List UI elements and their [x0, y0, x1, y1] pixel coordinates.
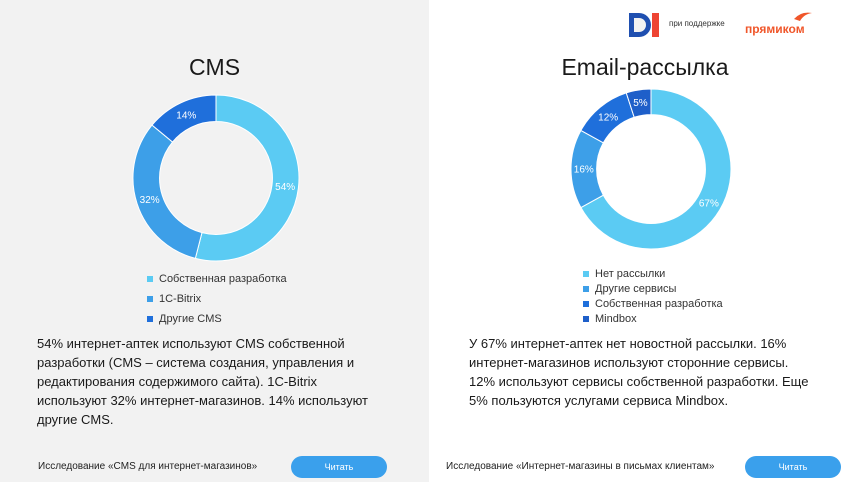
email-read-button[interactable]: Читать: [745, 456, 841, 478]
legend-label: Нет рассылки: [595, 267, 666, 280]
legend-item: Mindbox: [583, 311, 723, 326]
slice-value-label: 5%: [633, 98, 648, 109]
cms-study-link-text: Исследование «CMS для интернет-магазинов…: [38, 461, 258, 472]
slice-value-label: 32%: [140, 195, 160, 206]
legend-item: Другие CMS: [147, 309, 287, 329]
donut-slice: [194, 94, 300, 262]
donut-slice: [580, 88, 732, 250]
legend-label: Собственная разработка: [159, 273, 287, 285]
cms-description: 54% интернет-аптек используют CMS собств…: [37, 336, 368, 427]
legend-item: Собственная разработка: [147, 269, 287, 289]
slice-value-label: 12%: [598, 113, 618, 124]
legend-swatch: [583, 285, 589, 292]
legend-swatch: [147, 276, 153, 282]
support-text: при поддержке: [669, 19, 725, 28]
legend-label: Mindbox: [595, 312, 637, 325]
email-legend: Нет рассылки Другие сервисы Собственная ра…: [583, 266, 723, 326]
legend-label: Другие CMS: [159, 313, 222, 325]
brand-swoosh-icon: [794, 12, 812, 21]
legend-item: Нет рассылки: [583, 266, 723, 281]
legend-swatch: [583, 270, 589, 277]
cms-legend: Собственная разработка 1C-Bitrix Другие CM…: [147, 269, 287, 329]
legend-label: Другие сервисы: [595, 282, 677, 295]
legend-swatch: [147, 316, 153, 322]
legend-label: Собственная разработка: [595, 297, 723, 310]
slice-value-label: 67%: [699, 199, 719, 210]
donut-slice: [151, 94, 217, 143]
legend-item: Собственная разработка: [583, 296, 723, 311]
slice-value-label: 14%: [176, 110, 196, 121]
cms-donut-chart: 54% 32% 14%: [132, 94, 300, 262]
di-logo-icon: [629, 13, 659, 37]
email-chart-title: Email-рассылка: [561, 54, 729, 80]
email-panel: Email-рассылка 67% 16% 12% 5% Нет рассылки Д…: [431, 0, 859, 482]
brand-name: прямиком: [745, 22, 805, 36]
slice-value-label: 16%: [574, 165, 594, 176]
donut-slice: [625, 88, 652, 118]
email-study-link-text: Исследование «Интернет-магазины в письма…: [446, 461, 715, 472]
slice-value-label: 54%: [275, 182, 295, 193]
cms-read-button[interactable]: Читать: [291, 456, 387, 478]
legend-item: Другие сервисы: [583, 281, 723, 296]
email-donut-chart: 67% 16% 12% 5%: [570, 88, 732, 250]
legend-swatch: [583, 300, 589, 307]
email-description: У 67% интернет-аптек нет новостной рассы…: [469, 336, 809, 408]
legend-item: 1C-Bitrix: [147, 289, 287, 309]
cms-chart-title: CMS: [188, 54, 241, 80]
legend-swatch: [147, 296, 153, 302]
legend-swatch: [583, 315, 589, 322]
legend-label: 1C-Bitrix: [159, 293, 202, 305]
donut-slice: [132, 124, 203, 260]
cms-panel: CMS 54% 32% 14% Собственная разработка 1C-B…: [0, 0, 429, 482]
